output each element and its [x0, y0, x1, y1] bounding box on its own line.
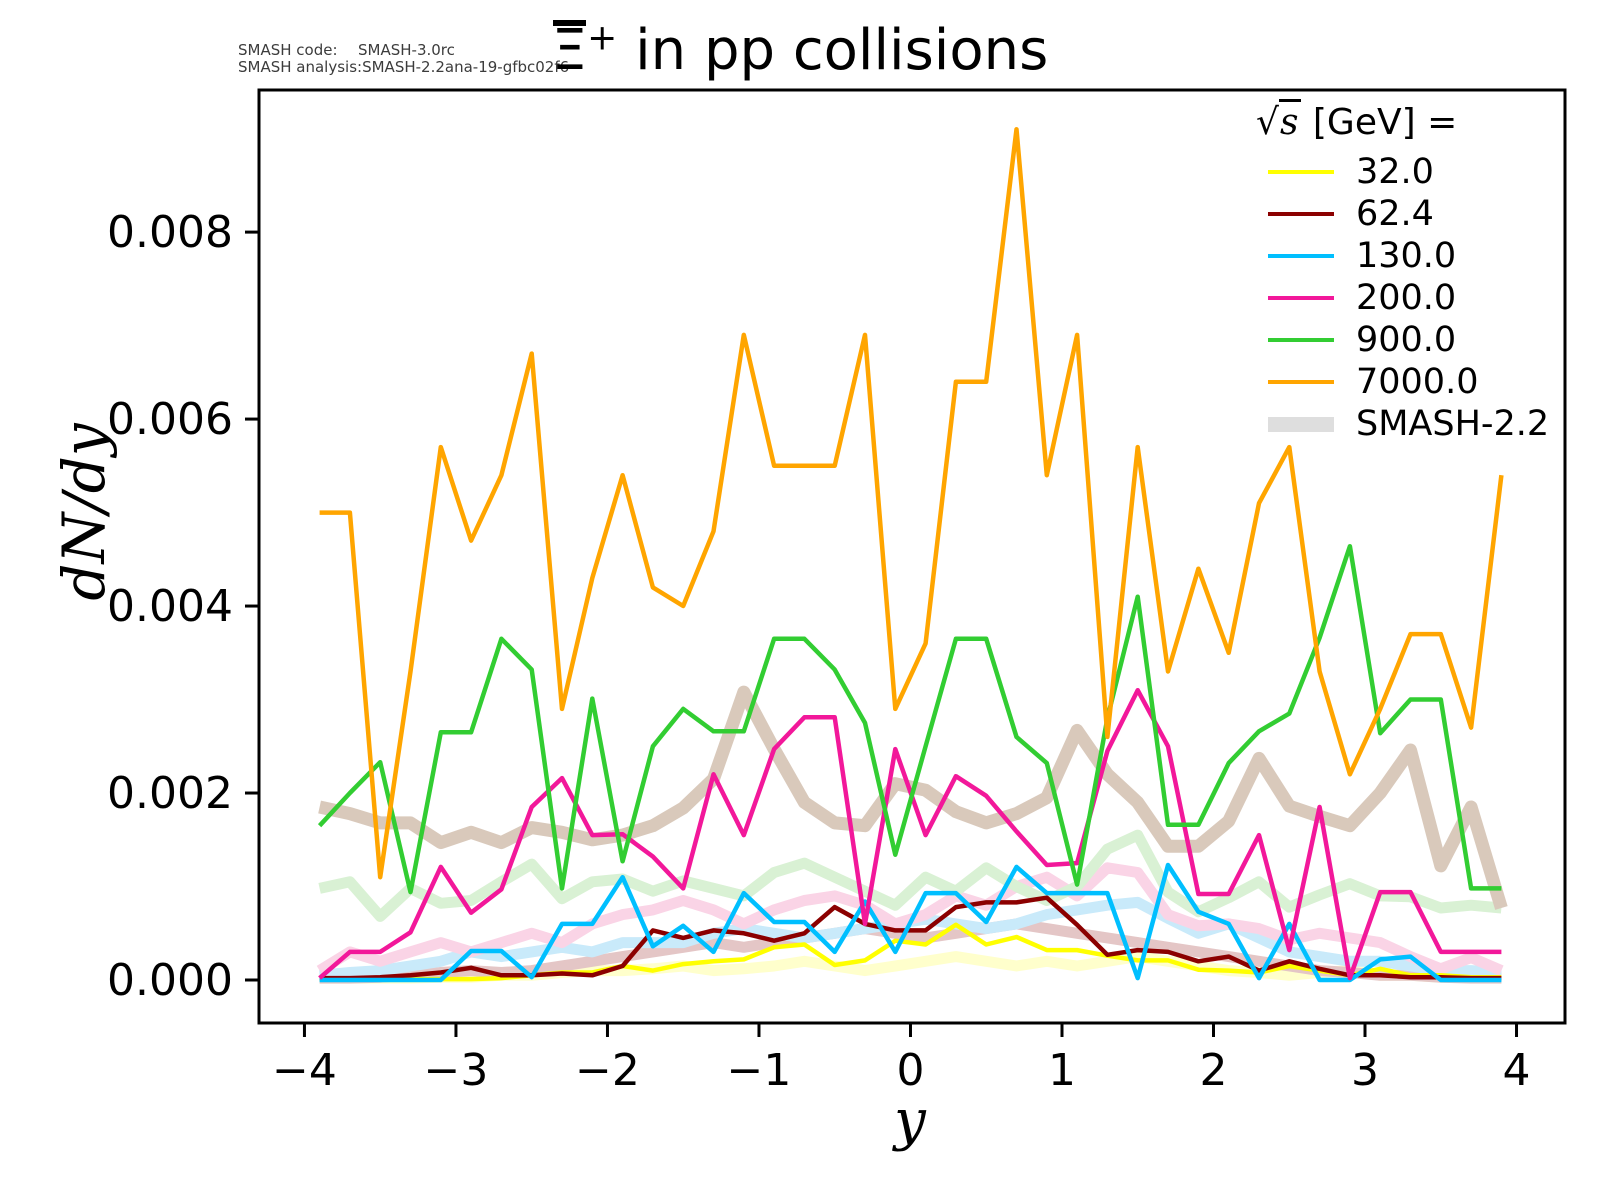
legend-label: 32.0	[1356, 152, 1434, 192]
legend-entry-7000.0: 7000.0	[1256, 361, 1549, 403]
legend-title: √s [GeV] =	[1256, 99, 1549, 143]
y-tick-label: 0.006	[107, 394, 233, 445]
y-tick-label: 0.002	[107, 768, 233, 819]
y-tick-label: 0.008	[107, 207, 233, 258]
y-tick-label: 0.004	[107, 581, 233, 632]
x-axis-label: y	[894, 1088, 926, 1153]
legend-entry-130.0: 130.0	[1256, 235, 1549, 277]
legend-label: 7000.0	[1356, 362, 1479, 402]
legend-entry-900.0: 900.0	[1256, 319, 1549, 361]
legend-entry-62.4: 62.4	[1256, 193, 1549, 235]
smash-annotations: SMASH code: SMASH-3.0rc SMASH analysis:SM…	[238, 42, 569, 76]
sqrt-radical: √	[1256, 102, 1279, 143]
legend-swatch-icon	[1268, 338, 1334, 342]
x-tick-label: −2	[575, 1045, 640, 1096]
y-axis-label: dN/dy	[50, 423, 118, 601]
legend-swatch-icon	[1268, 212, 1334, 216]
axes-frame	[257, 88, 1567, 1025]
series-line-900.0	[317, 543, 1502, 895]
x-tick-label: 3	[1351, 1045, 1379, 1096]
legend-entry-SMASH-2.2: SMASH-2.2	[1256, 403, 1549, 445]
legend-label: 62.4	[1356, 194, 1434, 234]
series-line-SMASH-2.2 900.0	[318, 829, 1502, 922]
legend-swatch-icon	[1268, 296, 1334, 300]
legend-swatch-icon	[1268, 416, 1334, 432]
sqrt-radicand: s	[1278, 99, 1302, 143]
legend-label: SMASH-2.2	[1356, 404, 1550, 444]
legend-swatch-icon	[1268, 254, 1334, 258]
x-tick-label: −3	[424, 1045, 489, 1096]
legend: √s [GeV] = 32.0 62.4 130.0 200.0 900.0 7000.0…	[1256, 99, 1549, 445]
x-tick-label: 4	[1503, 1045, 1531, 1096]
smash-analysis-label: SMASH analysis:	[238, 58, 363, 76]
x-tick-label: 0	[896, 1045, 924, 1096]
legend-label: 900.0	[1356, 320, 1457, 360]
smash-code-value: SMASH-3.0rc	[358, 41, 455, 59]
x-tick-label: −4	[272, 1045, 337, 1096]
x-tick-label: 2	[1200, 1045, 1228, 1096]
legend-swatch-icon	[1268, 380, 1334, 384]
page-title: Ξ+ in pp collisions	[0, 18, 1600, 83]
legend-title-rest: [GeV] =	[1301, 102, 1458, 143]
x-tick-label: −1	[727, 1045, 792, 1096]
series-line-7000.0	[319, 127, 1504, 880]
y-tick-label: 0.000	[107, 955, 233, 1006]
legend-entry-32.0: 32.0	[1256, 151, 1549, 193]
title-rest: in pp collisions	[617, 18, 1049, 83]
smash-analysis-value: SMASH-2.2ana-19-gfbc02f6	[362, 58, 570, 76]
legend-label: 200.0	[1356, 278, 1457, 318]
title-charge: +	[587, 17, 618, 59]
legend-label: 130.0	[1356, 236, 1457, 276]
series-line-130.0	[319, 862, 1502, 983]
series-line-200.0	[318, 687, 1502, 981]
legend-rows: 32.0 62.4 130.0 200.0 900.0 7000.0 SMASH-2.2	[1256, 151, 1549, 445]
legend-swatch-icon	[1268, 170, 1334, 174]
smash-code-label: SMASH code:	[238, 41, 338, 59]
legend-entry-200.0: 200.0	[1256, 277, 1549, 319]
x-tick-label: 1	[1048, 1045, 1076, 1096]
title-particle: Ξ	[551, 18, 588, 83]
smash-code-line: SMASH code: SMASH-3.0rc	[238, 42, 569, 59]
smash-analysis-line: SMASH analysis:SMASH-2.2ana-19-gfbc02f6	[238, 59, 569, 76]
series-line-62.4	[319, 895, 1502, 981]
